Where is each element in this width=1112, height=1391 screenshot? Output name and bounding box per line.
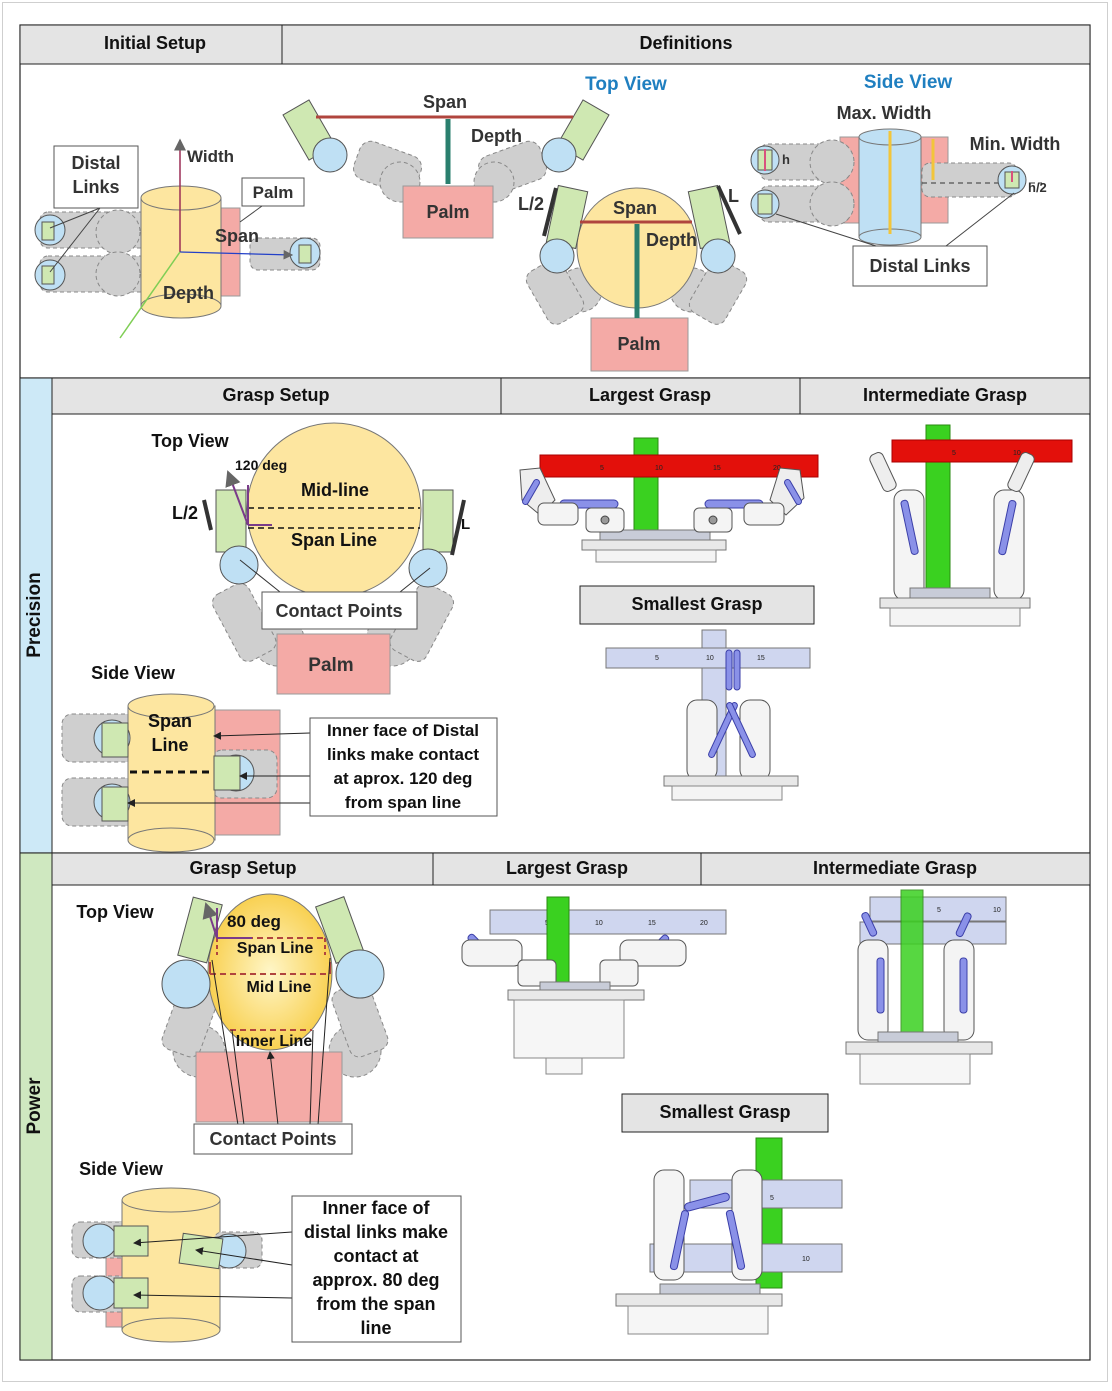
- header-definitions: Definitions: [640, 33, 733, 53]
- definitions-palm-label: Palm: [426, 202, 469, 222]
- definitions-top-depth-label: Depth: [646, 230, 697, 250]
- precision-intermediate-grasp-header: Intermediate Grasp: [863, 385, 1027, 405]
- prec-large-tick-3: 15: [713, 465, 721, 472]
- precision-note-line1: Inner face of Distal: [327, 721, 479, 740]
- prec-small-tick-3: 15: [757, 655, 765, 662]
- pow-inter-tick-1: 5: [937, 907, 941, 914]
- precision-top-view-title: Top View: [151, 431, 229, 451]
- definitions-min-width-label: Min. Width: [970, 134, 1061, 154]
- header-initial-setup-cell: [19, 24, 283, 65]
- power-note-line3: contact at: [333, 1246, 418, 1266]
- precision-spanline-label: Span Line: [291, 530, 377, 550]
- prec-large-tick-2: 10: [655, 465, 663, 472]
- power-intermediate-grasp-image: 5 10: [845, 889, 1007, 1085]
- initial-span-label: Span: [215, 226, 259, 246]
- power-midline-label: Mid Line: [247, 979, 312, 996]
- definitions-top-span-label: Span: [613, 198, 657, 218]
- precision-label: Precision: [24, 572, 45, 658]
- precision-largest-grasp-header: Largest Grasp: [589, 385, 711, 405]
- power-note-line2: distal links make: [304, 1222, 448, 1242]
- power-top-view-title: Top View: [76, 902, 154, 922]
- pow-large-tick-4: 20: [700, 920, 708, 927]
- power-smallest-grasp-header: Smallest Grasp: [659, 1102, 790, 1122]
- initial-palm-label: Palm: [253, 183, 294, 202]
- precision-intermediate-grasp-image: 5 10: [869, 424, 1073, 627]
- prec-small-tick-1: 5: [655, 655, 659, 662]
- prec-large-tick-4: 20: [773, 465, 781, 472]
- power-band: [19, 852, 53, 1361]
- power-label: Power: [24, 1077, 45, 1135]
- initial-links-label: Links: [72, 177, 119, 197]
- precision-band: [19, 377, 53, 854]
- definitions-top-view: Top View Palm Span Depth L/2 L: [518, 74, 748, 372]
- header-definitions-cell: [281, 24, 1091, 65]
- precision-side-view: Side View Span Line Inner face of Distal…: [61, 663, 498, 853]
- definitions-top-l-label: L: [728, 186, 739, 206]
- header-initial-setup: Initial Setup: [104, 33, 206, 53]
- definitions-h-label: h: [782, 152, 790, 167]
- precision-angle-label: 120 deg: [235, 457, 287, 473]
- initial-distal-label: Distal: [71, 153, 120, 173]
- precision-side-span-label: Span: [148, 711, 192, 731]
- definitions-side-view-title: Side View: [864, 72, 953, 93]
- precision-smallest-grasp-image: 5 10 15: [605, 629, 811, 801]
- precision-l-label: L: [461, 516, 470, 533]
- definitions-top-palm-label: Palm: [617, 334, 660, 354]
- prec-large-tick-1: 5: [600, 465, 604, 472]
- precision-lhalf-label: L/2: [172, 503, 198, 523]
- power-top-view: Top View 80 deg Span Line Mid Line Inner…: [76, 893, 389, 1155]
- power-largest-grasp-header: Largest Grasp: [506, 858, 628, 878]
- precision-largest-grasp-image: 5 10 15 20: [519, 437, 819, 563]
- precision-contact-points-label: Contact Points: [275, 601, 402, 621]
- precision-smallest-grasp-header: Smallest Grasp: [631, 594, 762, 614]
- power-side-view-title: Side View: [79, 1159, 164, 1179]
- initial-setup-diagram: Distal Links Width Palm Span Depth: [34, 138, 321, 339]
- pow-large-tick-3: 15: [648, 920, 656, 927]
- power-angle-label: 80 deg: [227, 912, 281, 931]
- definitions-side-view: Side View Max. Width Min. Width h h/2 Di…: [750, 72, 1061, 287]
- power-note-line5: from the span: [316, 1294, 435, 1314]
- pow-inter-tick-2: 10: [993, 907, 1001, 914]
- precision-palm-label: Palm: [308, 655, 353, 676]
- power-note-line1: Inner face of: [322, 1198, 430, 1218]
- precision-side-line-label: Line: [151, 735, 188, 755]
- definitions-max-width-label: Max. Width: [837, 103, 932, 123]
- definitions-depth-label: Depth: [471, 126, 522, 146]
- precision-note-line3: at aprox. 120 deg: [334, 769, 473, 788]
- power-contact-points-label: Contact Points: [209, 1129, 336, 1149]
- definitions-top-view-title: Top View: [585, 74, 667, 95]
- power-note-line6: line: [360, 1318, 391, 1338]
- initial-width-label: Width: [187, 147, 234, 166]
- precision-midline-label: Mid-line: [301, 480, 369, 500]
- pow-large-tick-2: 10: [595, 920, 603, 927]
- initial-depth-label: Depth: [163, 283, 214, 303]
- power-innerline-label: Inner Line: [236, 1033, 313, 1050]
- pow-small-tick-2: 10: [802, 1256, 810, 1263]
- power-note-line4: approx. 80 deg: [312, 1270, 439, 1290]
- precision-side-view-title: Side View: [91, 663, 176, 683]
- precision-grasp-setup-header: Grasp Setup: [222, 385, 329, 405]
- power-spanline-label: Span Line: [237, 940, 314, 957]
- prec-inter-tick-1: 5: [952, 450, 956, 457]
- definitions-palm: [402, 185, 494, 239]
- power-grasp-setup-header: Grasp Setup: [189, 858, 296, 878]
- definitions-top-lhalf-label: L/2: [518, 194, 544, 214]
- precision-note-line2: links make contact: [327, 745, 479, 764]
- prec-inter-tick-2: 10: [1013, 450, 1021, 457]
- pow-small-tick-1: 5: [770, 1195, 774, 1202]
- power-largest-grasp-image: 5 10 15 20: [461, 896, 727, 1075]
- power-side-view: Side View Inner face of distal links mak…: [71, 1159, 462, 1343]
- prec-small-tick-2: 10: [706, 655, 714, 662]
- power-smallest-grasp-image: 5 10: [615, 1137, 843, 1335]
- precision-note-line4: from span line: [345, 793, 461, 812]
- definitions-h-half-label: h/2: [1028, 180, 1047, 195]
- definitions-span-label: Span: [423, 92, 467, 112]
- definitions-distal-links-label: Distal Links: [869, 256, 970, 276]
- definitions-open-view: Palm Span Depth: [282, 92, 610, 239]
- power-intermediate-grasp-header: Intermediate Grasp: [813, 858, 977, 878]
- precision-top-view: Top View Palm 120 deg Mid-line Span Line…: [151, 422, 470, 695]
